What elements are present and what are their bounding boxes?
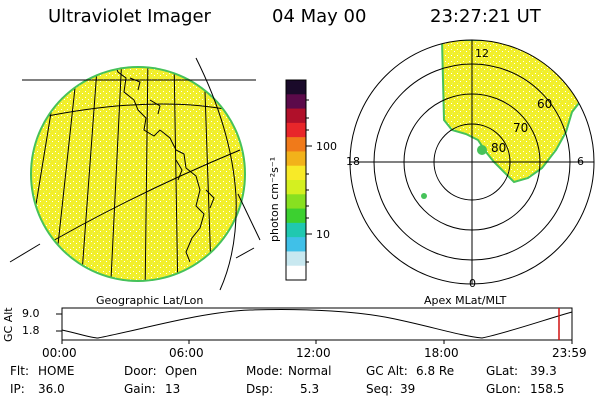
timeline-ticks — [56, 313, 573, 344]
globe-caption: Geographic Lat/Lon — [96, 294, 204, 307]
time-label: 23:27:21 UT — [430, 6, 541, 27]
flt-value: HOME — [38, 364, 75, 378]
colorbar-band — [286, 122, 306, 138]
altitude-curve — [61, 308, 573, 339]
door-value: Open — [165, 364, 198, 378]
colorbar-band — [286, 208, 306, 224]
mode-label: Mode: — [246, 364, 283, 378]
mlt-label-6: 6 — [577, 155, 584, 168]
polar-panel — [349, 39, 595, 285]
colorbar-tick-label-10: 10 — [316, 228, 330, 241]
glon-value: 158.5 — [530, 382, 565, 396]
dsp-value: 5.3 — [300, 382, 320, 396]
mlat-label-60: 60 — [537, 97, 553, 111]
mode-value: Normal — [288, 364, 332, 378]
colorbar-band — [286, 194, 306, 210]
colorbar-units-label: photon cm⁻²s⁻¹ — [268, 156, 281, 242]
polar-spot-small — [421, 193, 427, 199]
seq-value: 39 — [400, 382, 416, 396]
mlat-label-70: 70 — [513, 121, 529, 135]
glat-label: GLat: — [486, 364, 519, 378]
colorbar-band — [286, 222, 306, 238]
colorbar — [285, 79, 312, 281]
colorbar-frame — [285, 79, 307, 281]
globe-gridlines — [32, 68, 241, 280]
timeline-y-tick-1-8: 1.8 — [22, 324, 40, 337]
gain-value: 13 — [165, 382, 181, 396]
colorbar-band — [286, 108, 306, 124]
dsp-label: Dsp: — [246, 382, 274, 396]
colorbar-band — [286, 94, 306, 110]
colorbar-band — [286, 80, 306, 95]
mlt-label-12: 12 — [475, 47, 489, 60]
timeline-frame — [61, 307, 573, 341]
globe-emission — [32, 68, 244, 280]
seq-label: Seq: — [366, 382, 393, 396]
polar-spot — [477, 145, 487, 155]
colorbar-band — [286, 165, 306, 181]
mlat-label-80: 80 — [491, 141, 507, 155]
colorbar-band — [286, 137, 306, 152]
polar-caption: Apex MLat/MLT — [424, 294, 507, 307]
coastline — [111, 68, 205, 263]
date-label: 04 May 00 — [272, 6, 367, 27]
ip-label: IP: — [10, 382, 25, 396]
door-label: Door: — [124, 364, 157, 378]
colorbar-band — [286, 180, 306, 195]
glat-value: 39.3 — [530, 364, 557, 378]
gain-label: Gain: — [124, 382, 156, 396]
timeline-axis-label: GC Alt — [2, 307, 15, 342]
colorbar-band — [286, 251, 306, 267]
colorbar-tick-label-100: 100 — [316, 140, 337, 153]
colorbar-band — [286, 237, 306, 252]
timeline-panel — [56, 307, 573, 344]
timeline-x-tick-2359: 23:59 — [552, 346, 587, 360]
ip-value: 36.0 — [38, 382, 65, 396]
timeline-x-tick-1800: 18:00 — [424, 346, 459, 360]
flt-label: Flt: — [10, 364, 29, 378]
timeline-x-tick-0000: 00:00 — [42, 346, 77, 360]
colorbar-band — [286, 151, 306, 167]
globe-panel — [9, 57, 261, 291]
instrument-title: Ultraviolet Imager — [48, 6, 211, 27]
timeline-x-tick-1200: 12:00 — [296, 346, 331, 360]
gcalt-label: GC Alt: — [366, 364, 408, 378]
colorbar-gradient — [286, 80, 306, 281]
gcalt-value: 6.8 Re — [416, 364, 455, 378]
timeline-y-tick-9: 9.0 — [22, 307, 40, 320]
mlt-label-18: 18 — [346, 155, 360, 168]
polar-emission — [440, 40, 587, 184]
mlt-label-0: 0 — [469, 277, 476, 290]
glon-label: GLon: — [486, 382, 521, 396]
timeline-x-tick-0600: 06:00 — [169, 346, 204, 360]
colorbar-band — [286, 265, 306, 281]
